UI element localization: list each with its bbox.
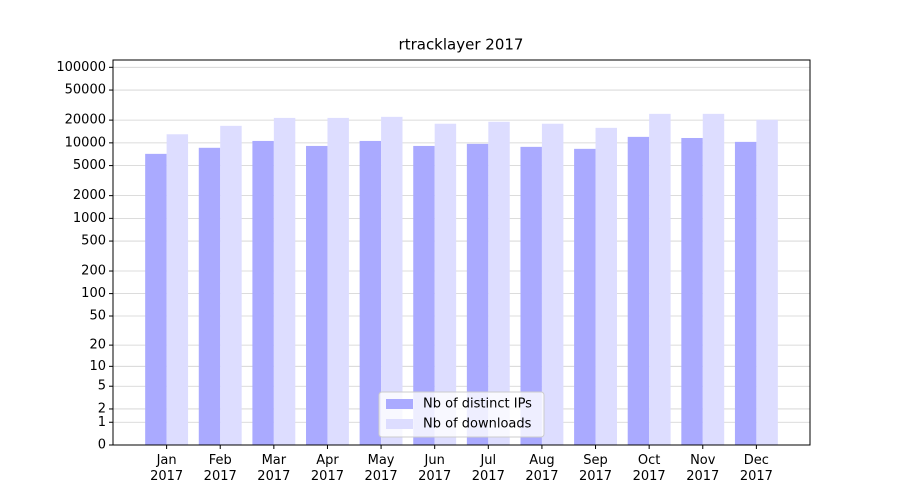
x-tick-label: Mar 2017 — [257, 453, 291, 484]
x-tick-label: Nov 2017 — [686, 453, 720, 484]
x-tick-label: Jul 2017 — [471, 453, 505, 484]
bar — [595, 127, 617, 445]
plot-frame — [112, 59, 811, 446]
bar — [359, 140, 382, 445]
bar — [166, 134, 189, 446]
bar — [413, 145, 435, 445]
bar — [488, 121, 510, 445]
x-tick-label: Jun 2017 — [418, 453, 452, 484]
y-tick-label: 200 — [81, 264, 106, 279]
y-tick-label: 2000 — [73, 188, 106, 203]
bar — [466, 143, 489, 446]
bar — [520, 146, 542, 445]
bar — [220, 125, 242, 446]
bar — [252, 140, 274, 445]
x-tick-label: Oct 2017 — [632, 453, 666, 484]
x-tick-label: Dec 2017 — [739, 453, 773, 484]
y-tick-label: 5000 — [73, 158, 106, 173]
bar — [541, 123, 564, 446]
bar — [327, 117, 349, 445]
y-tick-label: 500 — [81, 234, 106, 249]
y-tick-label: 50000 — [65, 83, 106, 98]
bar — [306, 145, 328, 445]
y-tick-label: 1 — [98, 415, 106, 430]
bar — [145, 153, 167, 445]
y-tick-label: 20 — [89, 338, 106, 353]
y-tick-label: 5 — [98, 379, 106, 394]
bar — [627, 136, 650, 445]
bar — [681, 137, 703, 446]
y-tick-label: 2 — [98, 401, 106, 416]
y-tick-label: 10 — [89, 359, 106, 374]
y-tick-label: 50 — [89, 309, 106, 324]
bar — [649, 113, 671, 445]
bar — [756, 119, 778, 446]
chart-title: rtracklayer 2017 — [399, 36, 524, 54]
y-tick-label: 20000 — [65, 113, 106, 128]
x-tick-label: Apr 2017 — [310, 453, 344, 484]
y-tick-label: 1000 — [73, 211, 106, 226]
x-tick-label: Jan 2017 — [150, 453, 184, 484]
bar — [381, 116, 403, 446]
legend-label: Nb of distinct IPs — [423, 397, 532, 412]
y-tick-label: 100 — [81, 286, 106, 301]
bar — [434, 123, 457, 446]
legend-swatch — [386, 419, 413, 429]
legend-box — [378, 391, 545, 438]
legend-label: Nb of downloads — [423, 417, 532, 432]
y-tick-label: 100000 — [56, 60, 106, 75]
y-tick-label: 10000 — [65, 135, 106, 150]
y-tick-label: 0 — [98, 438, 106, 453]
x-tick-label: Feb 2017 — [203, 453, 237, 484]
x-tick-label: Sep 2017 — [578, 453, 613, 484]
bar — [574, 148, 596, 446]
x-tick-label: May 2017 — [364, 453, 398, 484]
bar — [198, 147, 221, 445]
bar — [702, 113, 725, 445]
bar — [273, 117, 296, 445]
legend-swatch — [386, 399, 413, 409]
bar — [734, 141, 757, 446]
x-tick-label: Aug 2017 — [525, 453, 559, 484]
